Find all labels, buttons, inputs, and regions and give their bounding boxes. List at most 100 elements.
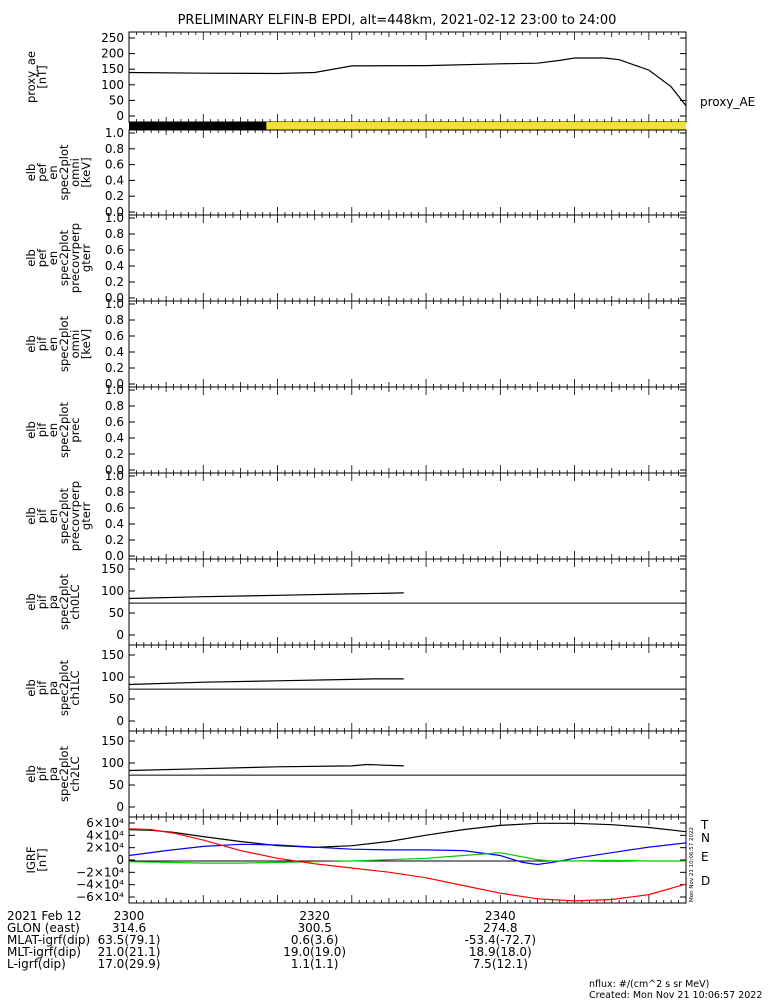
panel-3-ylabel-line: elb (24, 164, 38, 182)
panel-10-ylabel-line: pa (46, 767, 60, 781)
footer-row-label: MLT-igrf(dip) (7, 945, 81, 959)
panel-10-frame (128, 730, 687, 818)
created-note: Created: Mon Nov 21 10:06:57 2022 (589, 990, 762, 1000)
panel-9-ylabel-line: pif (35, 680, 49, 695)
footer-row-value: 2300 (114, 909, 145, 923)
footer-row-value: 19.0(19.0) (283, 945, 346, 959)
panel-8-ytick-label: 150 (101, 562, 124, 576)
panel-10-ytick-label: 0 (116, 800, 124, 814)
panel-6-ytick-label: 0.2 (105, 447, 124, 461)
panel-11-series-T (128, 822, 687, 849)
legend-N: N (701, 831, 710, 845)
panel-7-frame (128, 472, 687, 560)
panel-8-ylabel-line: elb (24, 593, 38, 611)
panel-11-ytick-label: −4×10⁴ (76, 878, 124, 892)
panel-3-ytick-label: 0.4 (105, 173, 124, 187)
panel-9-ytick-label: 0 (116, 714, 124, 728)
panel-11-ylabel-line: IGRF (24, 847, 38, 874)
panel-8-series-0 (128, 592, 404, 600)
panel-11-ytick-label: −6×10⁴ (76, 890, 124, 904)
footer-row-label: L-igrf(dip) (7, 957, 66, 971)
panel-3-frame (128, 129, 687, 216)
panel-4-ylabel-line: gterr (79, 244, 93, 272)
panel-6-ytick-label: 0.0 (105, 463, 124, 477)
panel-4-ytick-label: 0.6 (105, 243, 124, 257)
panel-4-ytick-label: 0.4 (105, 259, 124, 273)
panel-7-ylabel-line: gterr (79, 502, 93, 530)
panel-4-ylabel-line: elb (24, 249, 38, 267)
footer-row-value: 63.5(79.1) (98, 933, 161, 947)
panel-10-ytick-label: 150 (101, 734, 124, 748)
panel-5-ytick-label: 0.8 (105, 313, 124, 327)
panel-7-ytick-label: 0.2 (105, 533, 124, 547)
panel-6-ytick-label: 1.0 (105, 383, 124, 397)
panel-11-series-D (128, 828, 687, 902)
panel-4-ylabel-line: precovrperp (68, 223, 82, 293)
panel-4-ytick-label: 1.0 (105, 211, 124, 225)
footer-row-value: 300.5 (297, 921, 331, 935)
panel-3-ytick-label: 1.0 (105, 126, 124, 140)
panel-6-ylabel-line: spec2plot (57, 401, 71, 458)
panel-11-ytick-label: 0 (116, 853, 124, 867)
panel-11-ytick-label: −2×10⁴ (76, 865, 124, 879)
panel-6-ytick-label: 0.6 (105, 415, 124, 429)
panel-5-ylabel-line: spec2plot (57, 315, 71, 372)
flag-bar-segment-yellow (266, 122, 686, 130)
panel-9-ylabel-line: elb (24, 679, 38, 697)
panel-8-ytick-label: 0 (116, 628, 124, 642)
panels-group: 250200150100500proxy_ae[nT]proxy_AE1.00.… (24, 31, 755, 904)
panel-4-ytick-label: 0.0 (105, 291, 124, 305)
panel-2 (129, 122, 686, 130)
panel-7-ylabel-line: pif (35, 508, 49, 523)
footer-row-label: GLON (east) (7, 921, 80, 935)
panel-7-ylabel-line: precovrperp (68, 481, 82, 551)
panel-3-ytick-label: 0.2 (105, 189, 124, 203)
panel-7-ytick-label: 1.0 (105, 469, 124, 483)
panel-7-ylabel-line: elb (24, 507, 38, 525)
panel-11-ytick-label: 2×10⁴ (86, 841, 124, 855)
panel-4-ylabel-line: pef (35, 248, 49, 267)
legend-T: T (700, 818, 709, 832)
panel-5-ytick-label: 0.2 (105, 361, 124, 375)
panel-3-ytick-label: 0.0 (105, 205, 124, 219)
flag-bar-segment-black (129, 122, 267, 130)
panel-9-ylabel-line: spec2plot (57, 659, 71, 716)
footer-ephemeris-table: 2021 Feb 12 2300 2320 2340 GLON (east) 314.6 3… (7, 909, 536, 971)
panel-9-series-0 (128, 678, 404, 686)
panel-5-ytick-label: 1.0 (105, 297, 124, 311)
panel-1-ytick-label: 200 (101, 47, 124, 61)
panel-5-ylabel-line: [keV] (79, 329, 93, 359)
footer-row-label: MLAT-igrf(dip) (7, 933, 90, 947)
footer-row-value: 274.8 (483, 921, 517, 935)
footer-row-value: 17.0(29.9) (98, 957, 161, 971)
panel-6-frame (128, 386, 687, 474)
panel-8-ylabel-line: pa (46, 595, 60, 609)
footer-row-value: 21.0(21.1) (98, 945, 161, 959)
panel-4-ylabel-line: en (46, 251, 60, 265)
panel-3-ylabel-line: [keV] (79, 157, 93, 187)
footer-row-value: -53.4(-72.7) (465, 933, 536, 947)
panel-5-frame (128, 300, 687, 388)
panel-3-ylabel-line: en (46, 165, 60, 179)
panel-3: 1.0 0.8 0.60.4 0.2 0.0 elbpefenspec2plotomni[… (24, 126, 687, 219)
panel-4: 1.0 0.8 0.6 0.4 0.2 0.0 elbpefenspec2plotpreco… (24, 211, 687, 305)
panel-11-ylabel-line: [nT] (35, 848, 49, 871)
panel-11-series-N (128, 842, 687, 866)
panel-3-ylabel-line: omni (68, 158, 82, 187)
panel-5-ytick-label: 0.4 (105, 345, 124, 359)
panel-5-ylabel-line: en (46, 337, 60, 351)
panel-8-ytick-label: 50 (109, 606, 124, 620)
panel-1-ylabel-line: proxy_ae (24, 51, 38, 103)
legend-D: D (701, 874, 710, 888)
panel-11-ytick-label: 4×10⁴ (86, 828, 124, 842)
panel-9-frame (128, 644, 687, 732)
panel-7-ytick-label: 0.4 (105, 517, 124, 531)
panel-8-ylabel-line: pif (35, 594, 49, 609)
panel-4-ytick-label: 0.8 (105, 227, 124, 241)
